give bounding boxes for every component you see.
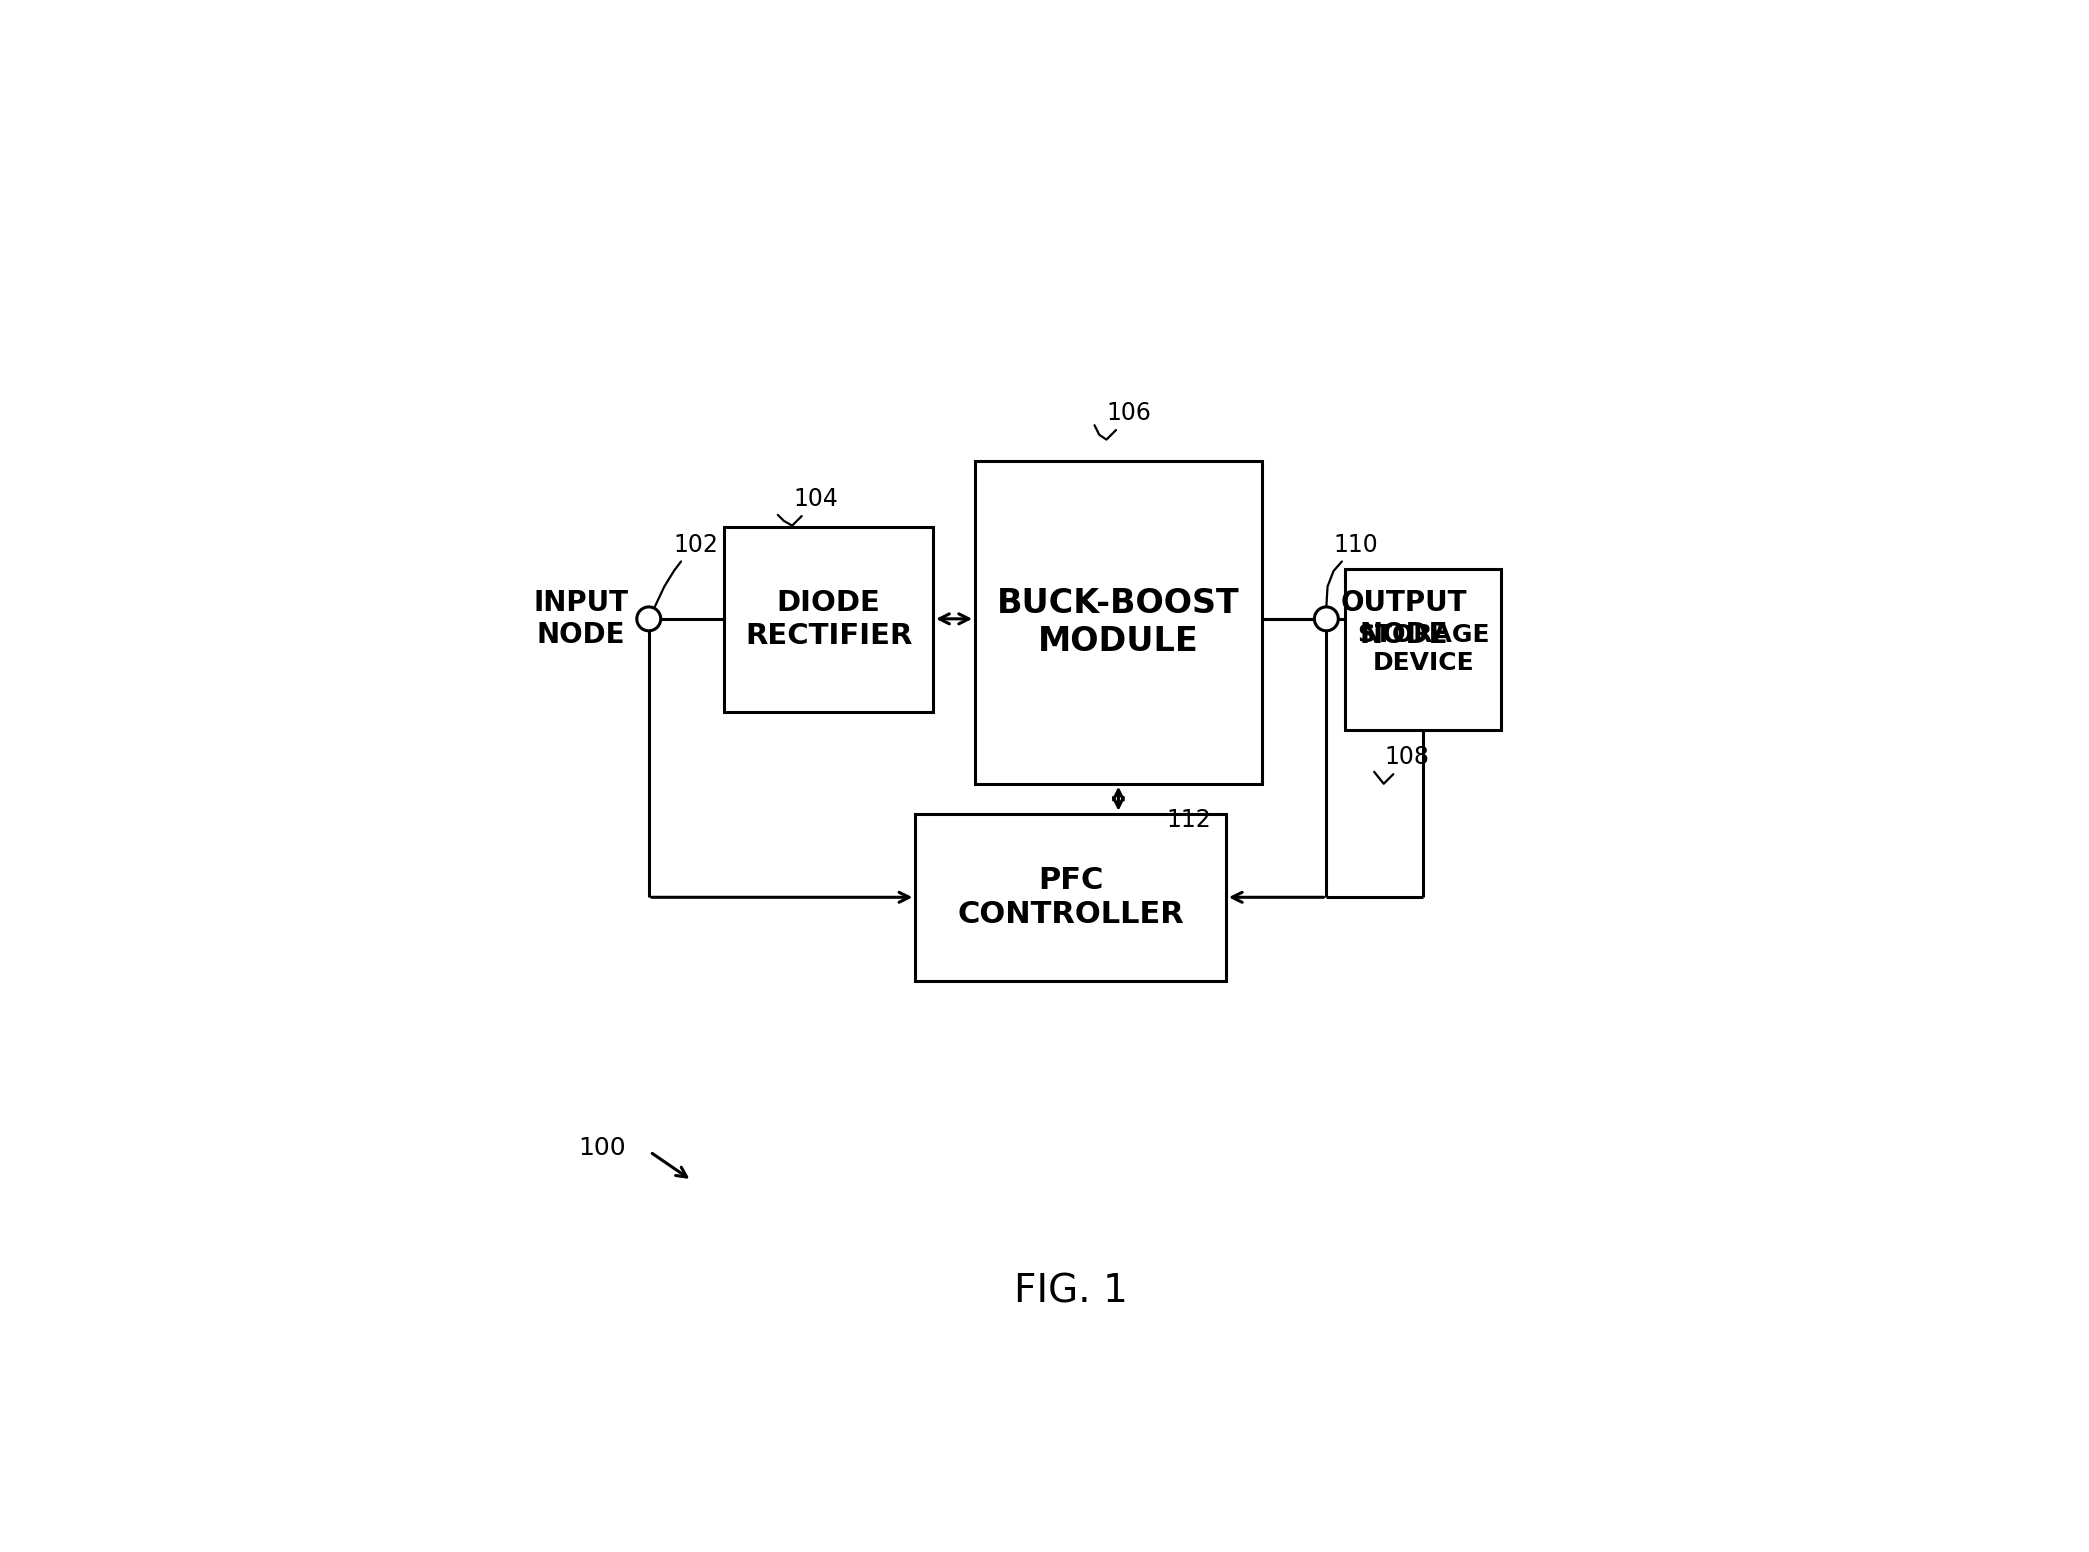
Text: 112: 112: [1166, 807, 1212, 832]
Text: PFC
CONTROLLER: PFC CONTROLLER: [957, 866, 1184, 928]
Bar: [1345, 568, 1500, 729]
Text: BUCK-BOOST
MODULE: BUCK-BOOST MODULE: [996, 587, 1239, 658]
Text: 104: 104: [794, 487, 838, 511]
Bar: [915, 813, 1226, 981]
Circle shape: [1314, 607, 1339, 630]
Text: 108: 108: [1385, 745, 1429, 770]
Text: 100: 100: [579, 1136, 627, 1161]
Text: DIODE
RECTIFIER: DIODE RECTIFIER: [746, 590, 913, 650]
Circle shape: [637, 607, 660, 630]
Bar: [976, 461, 1262, 784]
Text: FIG. 1: FIG. 1: [1013, 1273, 1128, 1310]
Text: OUTPUT
NODE: OUTPUT NODE: [1341, 588, 1466, 649]
Text: 110: 110: [1333, 532, 1379, 557]
Text: 106: 106: [1107, 402, 1151, 425]
Text: STORAGE
DEVICE: STORAGE DEVICE: [1358, 624, 1489, 675]
Text: INPUT
NODE: INPUT NODE: [533, 588, 629, 649]
Bar: [725, 526, 934, 712]
Text: 102: 102: [675, 532, 719, 557]
